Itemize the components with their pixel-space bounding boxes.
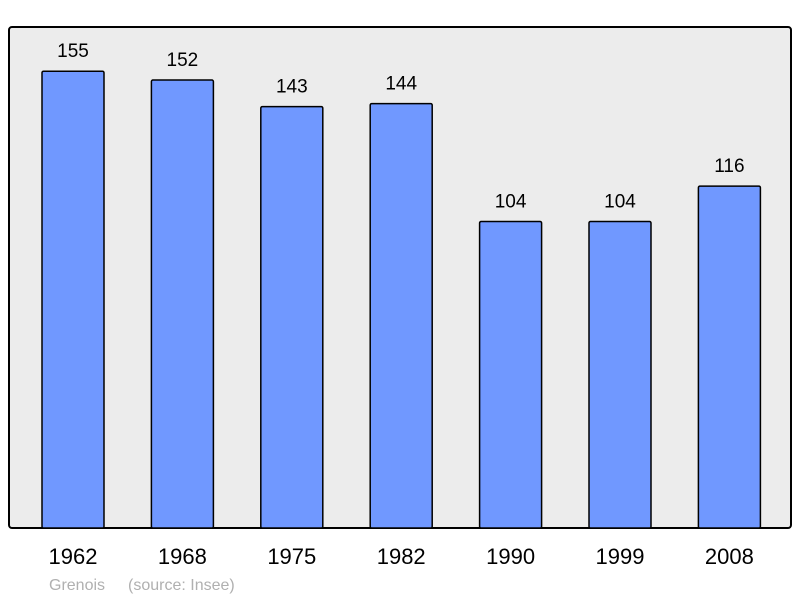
x-tick-label-2008: 2008 xyxy=(705,544,754,569)
x-tick-label-1990: 1990 xyxy=(486,544,535,569)
x-tick-label-1968: 1968 xyxy=(158,544,207,569)
data-label-2008: 116 xyxy=(714,156,744,177)
data-label-1990: 104 xyxy=(495,192,527,213)
data-label-1968: 152 xyxy=(167,50,199,71)
bar-1968 xyxy=(150,79,215,529)
x-tick-label-1975: 1975 xyxy=(267,544,316,569)
bar-1990 xyxy=(478,220,543,529)
footer-source: (source: Insee) xyxy=(128,577,235,594)
x-tick-label-1962: 1962 xyxy=(49,544,98,569)
bar-1999 xyxy=(588,220,652,529)
bar-2008 xyxy=(697,185,762,529)
data-label-1982: 144 xyxy=(385,74,417,95)
x-tick-label-1982: 1982 xyxy=(377,544,426,569)
bar-1982 xyxy=(369,102,433,529)
bar-1975 xyxy=(260,105,324,529)
data-label-1999: 104 xyxy=(604,192,636,213)
footer-place: Grenois xyxy=(49,577,105,594)
data-label-1975: 143 xyxy=(276,77,308,98)
bar-1962 xyxy=(41,70,105,529)
data-label-1962: 155 xyxy=(57,41,89,62)
x-tick-label-1999: 1999 xyxy=(596,544,645,569)
